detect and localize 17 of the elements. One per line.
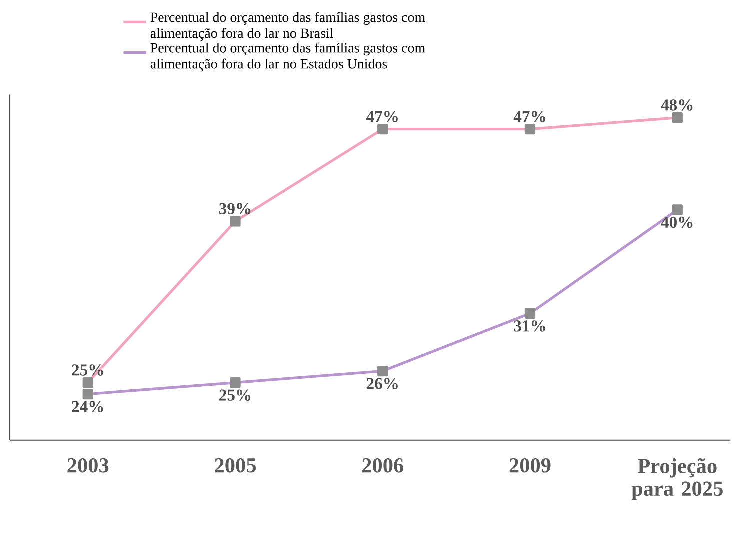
x-tick-label: 2003 bbox=[68, 458, 109, 473]
legend-label: Percentual do orçamento das famílias gastos com alimentação fora do lar no Estados Unidos bbox=[150, 42, 426, 72]
x-tick-label: 2006 bbox=[362, 458, 404, 473]
x-tick-label: 2009 bbox=[510, 458, 551, 473]
data-label: 39% bbox=[220, 203, 251, 214]
data-label: 24% bbox=[72, 400, 104, 412]
data-label: 31% bbox=[514, 320, 546, 332]
data-label: 47% bbox=[366, 110, 398, 122]
x-tick-label: 2005 bbox=[215, 458, 256, 473]
data-label: 40% bbox=[661, 216, 693, 228]
data-label: 25% bbox=[220, 389, 251, 401]
data-label: 25% bbox=[72, 364, 104, 376]
legend-label: Percentual do orçamento das famílias gastos com alimentação fora do lar no Brasil bbox=[150, 12, 426, 41]
data-label: 48% bbox=[661, 99, 693, 111]
data-label: 47% bbox=[514, 110, 546, 122]
x-tick-label: Projeção para 2025 bbox=[632, 458, 723, 500]
data-label: 26% bbox=[366, 378, 398, 390]
